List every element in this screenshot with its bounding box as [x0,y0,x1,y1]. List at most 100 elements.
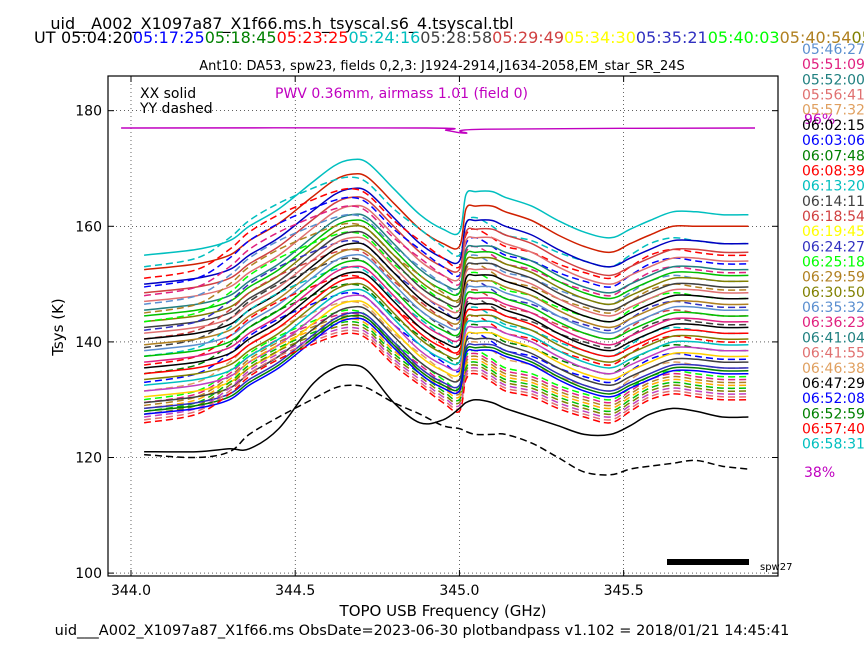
ut-time-1: 05:17:25 [133,28,205,47]
series-line-8 [143,205,749,297]
x-tick-label-0: 344.0 [111,583,151,599]
time-legend-8: 06:08:39 [802,163,864,179]
ut-time-6: 05:29:49 [492,28,564,47]
ut-time-4: 05:24:16 [348,28,420,47]
series-line-11 [144,219,749,317]
series-line-47 [144,317,749,415]
y-tick-label-1: 120 [75,451,102,467]
time-legend-0: 05:46:27 [802,42,864,58]
plot-title: uid__A002_X1097a87_X1f66.ms.h_tsyscal.s6… [50,14,513,34]
x-tick-label-2: 345.0 [439,583,479,599]
time-legend-9: 06:13:20 [802,179,864,195]
ut-time-2: 05:18:45 [205,28,277,47]
series-line-9 [144,213,749,311]
ut-times-row: 05:04:20 05:17:25 05:18:45 05:23:25 05:24:16… [61,28,864,47]
ut-time-0: 05:04:20 [61,28,133,47]
series-line-40 [143,320,749,413]
series-line-44 [143,326,749,418]
series-line-36 [143,315,749,407]
series-line-13 [144,224,749,323]
time-legend: 05:46:2705:51:0905:52:0005:56:4105:57:32… [802,42,864,453]
series-line-17 [144,236,749,334]
overlay-percent: 96% [804,112,835,128]
series-line-50 [144,384,749,476]
ut-time-10: 05:40:54 [780,28,852,47]
bottom-percent: 38% [804,465,835,481]
series-line-21 [144,248,749,346]
time-legend-7: 06:07:48 [802,148,864,164]
axis-ticks: 344.0 344.5 345.0 345.5 100 120 140 160 180 [75,76,778,599]
y-tick-label-4: 180 [75,104,102,120]
time-legend-21: 06:46:38 [802,361,864,377]
y-tick-label-0: 100 [75,566,102,582]
ut-time-8: 05:35:21 [636,28,708,47]
ut-time-7: 05:34:30 [564,28,636,47]
y-tick-label-3: 160 [75,219,102,235]
series-line-42 [143,323,749,416]
ut-time-3: 05:23:25 [277,28,349,47]
series-line-49 [144,364,749,453]
plot-subtitle: Ant10: DA53, spw23, fields 0,2,3: J1924-… [199,59,685,74]
series-lines [143,158,749,476]
time-legend-2: 05:52:00 [802,72,864,88]
ut-time-11: 05:45:36 [851,28,864,47]
series-line-6 [143,196,749,288]
series-line-3 [144,187,749,285]
time-legend-20: 06:41:55 [802,346,864,362]
time-legend-15: 06:29:59 [802,270,864,286]
series-line-39 [144,300,749,398]
y-axis-label: Tsys (K) [49,298,67,357]
plot-frame [107,75,779,577]
series-line-25 [144,259,749,358]
series-line-41 [144,305,749,404]
time-legend-18: 06:36:23 [802,315,864,331]
time-legend-19: 06:41:04 [802,330,864,346]
series-line-20 [143,257,749,349]
series-line-48 [143,332,749,424]
series-line-35 [144,288,749,386]
time-legend-10: 06:14:11 [802,194,864,210]
series-line-7 [144,204,749,303]
time-legend-22: 06:47:29 [802,376,864,392]
series-line-45 [144,314,749,413]
series-line-28 [143,291,749,384]
series-line-46 [143,329,749,421]
grid [108,76,778,576]
time-legend-6: 06:03:06 [802,133,864,149]
legend-yy: YY dashed [139,101,213,117]
series-line-4 [143,187,749,280]
y-tick-label-2: 140 [75,335,102,351]
series-line-37 [144,294,749,392]
series-line-15 [144,230,749,329]
ut-time-5: 05:28:58 [420,28,492,47]
time-legend-25: 06:57:40 [802,422,864,438]
series-line-27 [144,265,749,363]
time-legend-14: 06:25:18 [802,255,864,271]
time-legend-1: 05:51:09 [802,57,864,73]
time-legend-13: 06:24:27 [802,239,864,255]
series-line-23 [144,253,749,352]
x-tick-label-3: 345.5 [604,583,644,599]
x-axis-label: TOPO USB Frequency (GHz) [339,602,547,620]
legend-xx: XX solid [140,86,196,102]
time-legend-26: 06:58:31 [802,437,864,453]
ut-time-9: 05:40:03 [708,28,780,47]
spw-label: spw27 [760,562,792,573]
time-legend-23: 06:52:08 [802,391,864,407]
time-legend-12: 06:19:45 [802,224,864,240]
series-line-24 [143,274,749,366]
series-line-1 [144,172,749,271]
ut-label: UT [34,28,56,47]
series-line-43 [144,311,749,410]
time-legend-3: 05:56:41 [802,88,864,104]
series-line-29 [144,271,749,369]
series-line-33 [144,282,749,381]
time-legend-17: 06:35:32 [802,300,864,316]
footer-text: uid___A002_X1097a87_X1f66.ms ObsDate=202… [55,623,790,639]
pwv-label: PWV 0.36mm, airmass 1.01 (field 0) [275,86,528,102]
time-legend-16: 06:30:50 [802,285,864,301]
time-legend-5: 06:02:15 [802,118,864,134]
x-tick-label-1: 344.5 [275,583,315,599]
pwv-transmission-curve [121,127,756,134]
